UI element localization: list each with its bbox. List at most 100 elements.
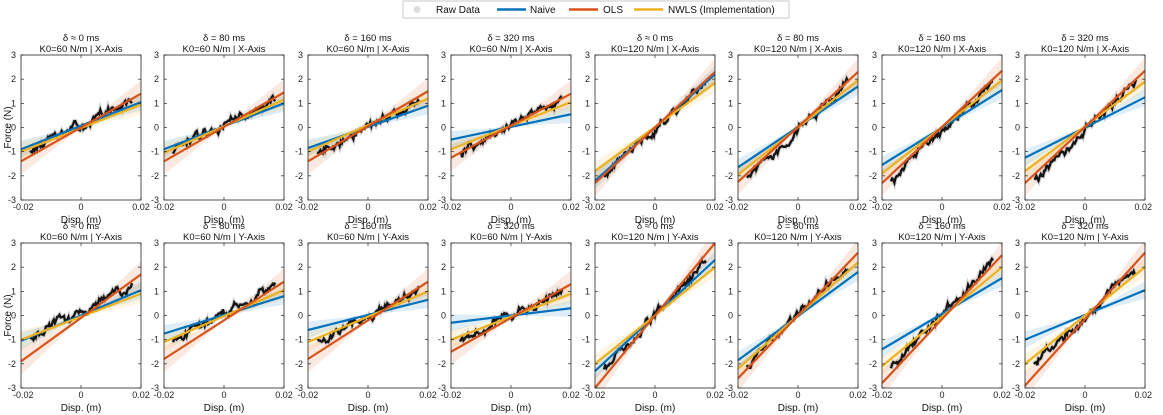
- x-tick-label: 0.02: [849, 390, 867, 400]
- x-tick-label: 0: [652, 390, 657, 400]
- x-tick-label: 0: [795, 390, 800, 400]
- ols-fit-line: [451, 92, 571, 159]
- x-tick-label: -0.02: [585, 202, 606, 212]
- x-tick-label: -0.02: [441, 390, 462, 400]
- y-tick-label: -3: [869, 383, 877, 393]
- y-tick-label: 1: [441, 98, 446, 108]
- x-axis-label: Disp. (m): [1065, 403, 1106, 414]
- panel-title-stiffness: K0=120 N/m | X-Axis: [898, 44, 987, 55]
- ols-fit-line: [738, 251, 858, 380]
- naive-fit-line: [308, 298, 428, 332]
- y-tick-label: 0: [872, 123, 877, 133]
- x-axis-label: Disp. (m): [922, 403, 963, 414]
- panel-data: [451, 80, 571, 171]
- x-tick-label: 0: [221, 390, 226, 400]
- y-tick-label: 3: [728, 50, 733, 60]
- panel-data: [1025, 243, 1145, 388]
- y-tick-label: 0: [298, 311, 303, 321]
- y-tick-label: 0: [441, 123, 446, 133]
- x-tick-label: 0: [939, 202, 944, 212]
- x-tick-label: -0.02: [728, 202, 749, 212]
- y-tick-label: 1: [441, 286, 446, 296]
- panel-title-stiffness: K0=120 N/m | X-Axis: [1041, 44, 1130, 55]
- y-tick-label: -1: [151, 335, 159, 345]
- panel-data: [164, 268, 284, 373]
- y-tick-label: -2: [8, 359, 16, 369]
- panel-data: [164, 79, 284, 175]
- y-tick-label: 1: [585, 286, 590, 296]
- x-axis-label: Disp. (m): [635, 403, 676, 414]
- panel-grid: 3 2 1 0 -1 -2 -3 -0.02 0 0.02 δ ≈ 0 ms K0=60 N/m | …: [3, 33, 1152, 414]
- x-tick-label: 0: [508, 202, 513, 212]
- x-tick-label: 0: [795, 202, 800, 212]
- x-axis-label: Disp. (m): [204, 215, 245, 226]
- panel-title-stiffness: K0=60 N/m | Y-Axis: [183, 232, 265, 243]
- y-tick-label: -1: [295, 147, 303, 157]
- y-tick-label: -1: [151, 147, 159, 157]
- ols-fit-line: [308, 280, 428, 360]
- x-axis-label: Disp. (m): [491, 215, 532, 226]
- y-tick-label: 2: [11, 262, 16, 272]
- x-tick-label: 0: [78, 390, 83, 400]
- x-axis-label: Disp. (m): [491, 403, 532, 414]
- legend-raw-label: Raw Data: [436, 5, 480, 16]
- x-axis-label: Disp. (m): [61, 215, 102, 226]
- x-tick-label: -0.02: [154, 202, 175, 212]
- panel-title-stiffness: K0=120 N/m | X-Axis: [611, 44, 700, 55]
- panel-title-delay: δ = 80 ms: [203, 221, 245, 232]
- x-tick-label: 0: [221, 202, 226, 212]
- y-tick-label: 3: [11, 238, 16, 248]
- panel-title-delay: δ = 160 ms: [344, 33, 392, 44]
- x-tick-label: 0.02: [419, 202, 437, 212]
- x-tick-label: 0.02: [132, 202, 150, 212]
- nwls-fit-line: [1025, 266, 1145, 365]
- y-tick-label: 3: [154, 50, 159, 60]
- y-tick-label: 1: [298, 98, 303, 108]
- y-tick-label: 0: [1015, 123, 1020, 133]
- nwls-fit-line: [308, 290, 428, 344]
- x-tick-label: -0.02: [1015, 390, 1036, 400]
- naive-fit-line: [882, 277, 1002, 351]
- ols-fit-line: [21, 273, 141, 363]
- y-tick-label: 3: [1015, 238, 1020, 248]
- panel-data: [595, 58, 715, 197]
- panel-title-delay: δ = 320 ms: [1061, 221, 1109, 232]
- y-tick-label: 2: [872, 262, 877, 272]
- y-tick-label: 0: [872, 311, 877, 321]
- panel-title-stiffness: K0=60 N/m | X-Axis: [183, 44, 266, 55]
- legend-ols-label: OLS: [603, 5, 623, 16]
- y-tick-label: -3: [295, 195, 303, 205]
- panel-title-delay: δ ≈ 0 ms: [63, 33, 100, 44]
- panel-data: [738, 58, 858, 196]
- x-tick-label: -0.02: [1015, 202, 1036, 212]
- y-tick-label: 1: [1015, 286, 1020, 296]
- legend-nwls-label: NWLS (Implementation): [668, 5, 775, 16]
- legend-naive-label: Naive: [530, 5, 556, 16]
- y-tick-label: -1: [869, 335, 877, 345]
- ols-confidence-band: [164, 268, 284, 373]
- y-tick-label: 3: [1015, 50, 1020, 60]
- ols-fit-line: [164, 91, 284, 163]
- naive-fit-line: [164, 295, 284, 335]
- y-tick-label: -1: [8, 335, 16, 345]
- x-tick-label: -0.02: [585, 390, 606, 400]
- legend: Raw Data Naive OLS NWLS (Implementation): [402, 0, 790, 19]
- x-tick-label: 0.02: [1134, 390, 1152, 400]
- y-tick-label: -3: [151, 383, 159, 393]
- y-tick-label: 1: [872, 286, 877, 296]
- naive-fit-line: [21, 101, 141, 151]
- x-tick-label: -0.02: [872, 202, 893, 212]
- x-tick-label: 0: [78, 202, 83, 212]
- x-tick-label: 0: [1082, 202, 1087, 212]
- x-tick-label: 0.02: [1134, 202, 1152, 212]
- ols-confidence-band: [308, 77, 428, 175]
- y-tick-label: -3: [295, 383, 303, 393]
- x-axis-label: Disp. (m): [348, 215, 389, 226]
- y-tick-label: -1: [1012, 335, 1020, 345]
- y-tick-label: -1: [8, 147, 16, 157]
